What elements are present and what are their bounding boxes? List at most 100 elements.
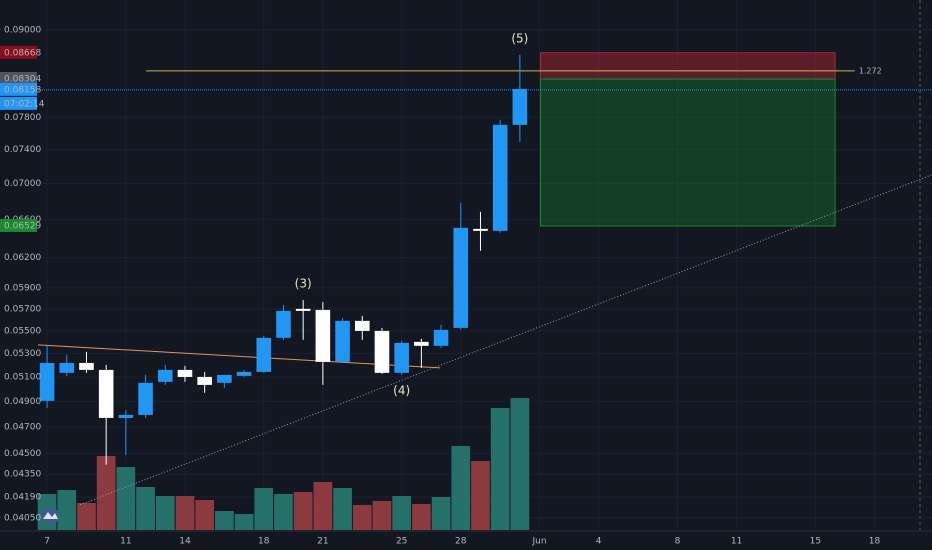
volume-bar (77, 503, 96, 530)
candle-body (98, 369, 114, 418)
candle-body (295, 308, 311, 311)
candle-body (453, 227, 469, 328)
wave-label: (4) (393, 383, 410, 397)
logo (41, 507, 59, 525)
y-tick-label: 0.04500 (4, 449, 41, 459)
candle-body (39, 362, 55, 401)
candle-body (394, 342, 409, 373)
price-label-box (0, 82, 37, 96)
x-tick-label: 14 (179, 537, 191, 547)
x-tick-label: 8 (675, 537, 681, 547)
candle-body (197, 376, 212, 385)
candle-body (335, 320, 350, 362)
volume-bar (471, 461, 490, 530)
x-tick-label: 11 (120, 537, 131, 547)
x-tick-label: 21 (317, 537, 328, 547)
candle-body (177, 369, 193, 377)
candle-body (315, 309, 331, 362)
candle-body (138, 382, 153, 415)
y-tick-label: 0.06200 (4, 253, 41, 263)
wave-label: (5) (511, 31, 528, 45)
candle-body (79, 362, 94, 370)
price-label: 0.08668 (4, 48, 41, 58)
volume-bar (136, 487, 155, 530)
candle-body (354, 320, 370, 331)
candle-body (236, 371, 252, 376)
y-tick-label: 0.04700 (4, 422, 41, 432)
candle-body (512, 88, 528, 125)
y-tick-label: 0.05500 (4, 326, 41, 336)
y-tick-label: 0.05300 (4, 349, 41, 359)
volume-bar (490, 408, 510, 530)
candle-body (276, 310, 291, 338)
price-label-box (0, 218, 37, 232)
volume-bar (431, 497, 451, 530)
y-tick-label: 0.04050 (4, 513, 41, 523)
x-tick-label: 11 (731, 537, 742, 547)
candle-body (374, 330, 390, 373)
wave-label: (3) (295, 276, 312, 290)
candle-body (492, 124, 508, 231)
candle-body (433, 329, 449, 346)
candle-body (118, 414, 134, 418)
volume-bar (116, 467, 136, 530)
y-tick-label: 0.07800 (4, 113, 41, 123)
volume-bar (274, 494, 293, 530)
y-tick-label: 0.07400 (4, 145, 41, 155)
position-stop-zone (540, 52, 836, 80)
x-tick-label: 25 (396, 537, 407, 547)
candle-body (217, 374, 232, 383)
countdown-box (0, 96, 37, 110)
trend-line (37, 344, 441, 369)
volume-bar (313, 482, 333, 530)
candle-body (473, 228, 488, 231)
volume-bar (333, 488, 352, 530)
x-tick-label: 7 (44, 537, 50, 547)
volume-bar (352, 505, 372, 530)
candle-body (59, 362, 75, 373)
price-label: 0.06529 (4, 221, 41, 231)
candle-body (256, 337, 272, 372)
y-tick-label: 0.09000 (4, 25, 41, 35)
volume-bar (234, 514, 254, 530)
position-target-zone (540, 78, 836, 227)
x-tick-label: 4 (596, 537, 602, 547)
y-tick-label: 0.04900 (4, 397, 41, 407)
volume-bar (372, 501, 392, 530)
price-label: 0.08158 (4, 85, 41, 95)
y-tick-label: 0.05100 (4, 372, 41, 382)
x-tick-label: 18 (258, 537, 270, 547)
x-tick-label: 15 (810, 537, 821, 547)
y-tick-label: 0.05700 (4, 304, 41, 314)
candle-body (414, 341, 429, 346)
x-tick-label: 18 (869, 537, 881, 547)
candle-body (157, 369, 173, 382)
y-tick-label: 0.04190 (4, 493, 41, 503)
volume-bar (57, 490, 77, 530)
y-tick-label: 0.04350 (4, 470, 41, 480)
price-label-box (0, 45, 37, 59)
volume-bar (451, 446, 471, 530)
volume-bar (215, 511, 234, 530)
countdown: 07:02:14 (4, 99, 45, 109)
volume-bar (195, 500, 215, 530)
volume-bar (155, 496, 175, 530)
volume-bar (96, 456, 116, 530)
volume-bar (392, 496, 412, 530)
x-tick-label: Jun (532, 537, 547, 547)
volume-bar (175, 496, 195, 530)
volume-bar (510, 398, 530, 530)
logo-icon (43, 512, 58, 519)
y-tick-label: 0.07000 (4, 179, 41, 189)
y-tick-label: 0.05900 (4, 283, 41, 293)
x-tick-label: 28 (455, 537, 467, 547)
trend-line (79, 174, 932, 506)
fib-level-label: 1.272 (859, 66, 882, 75)
price-label: 0.08304 (4, 75, 41, 85)
volume-bar (254, 488, 274, 530)
volume-bar (293, 492, 313, 530)
price-label-box (0, 72, 37, 86)
volume-bar (412, 504, 431, 530)
